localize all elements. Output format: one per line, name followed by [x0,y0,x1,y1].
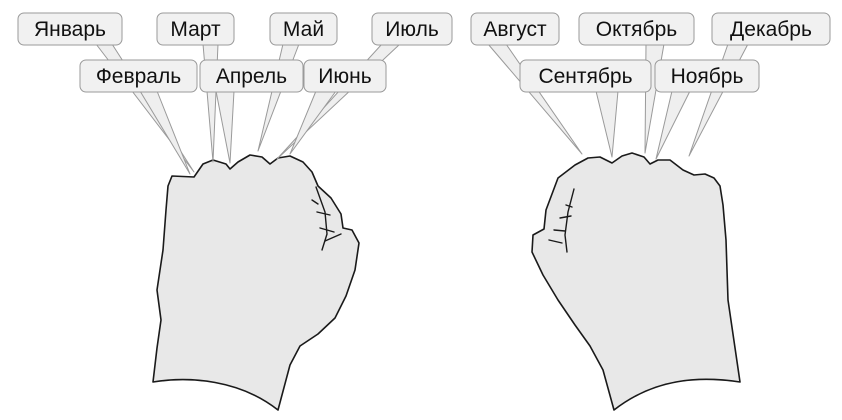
month-callout-feb: Февраль [79,59,198,175]
month-label-apr: Апрель [216,65,287,88]
month-label-jun: Июнь [318,65,371,88]
month-label-feb: Февраль [96,65,181,88]
month-callout-aug: Август [470,12,583,155]
month-callout-mar: Март [156,12,235,163]
month-label-may: Май [283,18,324,41]
month-label-dec: Декабрь [730,18,812,41]
left-fist [152,154,360,411]
month-label-oct: Октябрь [596,18,677,41]
month-label-jul: Июль [385,18,439,41]
month-label-sep: Сентябрь [538,65,632,88]
right-fist [531,152,741,411]
month-label-jan: Январь [34,18,106,41]
month-callout-nov: Ноябрь [654,59,760,160]
month-callout-apr: Апрель [199,59,304,164]
month-label-nov: Ноябрь [671,65,744,88]
month-callout-jun: Июнь [289,59,387,155]
month-label-mar: Март [170,18,221,41]
month-label-aug: Август [483,18,547,41]
month-callout-sep: Сентябрь [519,59,652,158]
